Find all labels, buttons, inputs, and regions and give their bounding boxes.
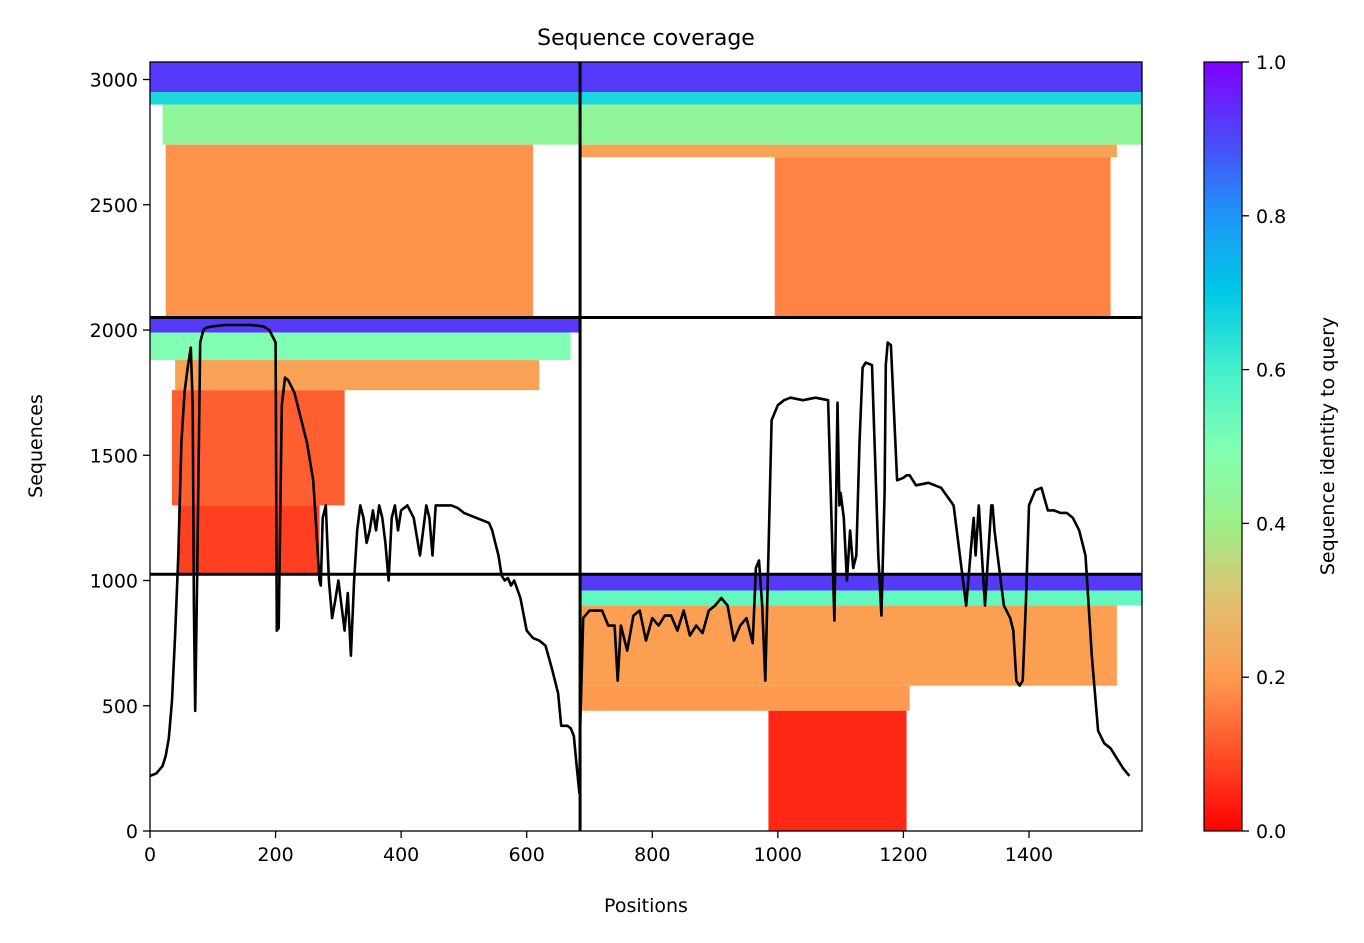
x-tick-label: 1000 (754, 844, 802, 866)
coverage-blocks (150, 62, 1142, 831)
coverage-block-0-layer-2 (162, 104, 581, 145)
y-tick-label: 500 (102, 696, 138, 718)
x-tick-label: 800 (634, 844, 670, 866)
colorbar-label: Sequence identity to query (1317, 317, 1339, 575)
coverage-block-2-layer-4 (178, 505, 320, 575)
y-tick-label: 2000 (90, 320, 138, 342)
coverage-block-1-layer-0 (580, 62, 1142, 93)
x-axis-ticks: 0 200 400 600 800 1000 1200 1400 (144, 831, 1053, 866)
coverage-block-1-layer-2 (580, 104, 1142, 145)
x-tick-label: 1400 (1005, 844, 1053, 866)
coverage-block-1-layer-1 (580, 92, 1142, 105)
x-tick-label: 200 (257, 844, 293, 866)
plot-frame (149, 61, 1143, 832)
colorbar-tick-label: 1.0 (1256, 52, 1286, 74)
x-tick-label: 0 (144, 844, 156, 866)
coverage-block-0-layer-3 (165, 144, 533, 318)
y-tick-label: 3000 (90, 70, 138, 92)
coverage-block-2-layer-0 (150, 317, 581, 333)
coverage-block-0-layer-0 (150, 62, 581, 93)
coverage-block-3-layer-0 (580, 574, 1142, 591)
coverage-block-3-layer-3 (580, 685, 910, 711)
x-tick-label: 600 (509, 844, 545, 866)
coverage-block-3-layer-1 (580, 590, 1142, 606)
y-tick-label: 2500 (90, 195, 138, 217)
colorbar-tick-label: 0.8 (1256, 206, 1286, 228)
coverage-block-2-layer-2 (175, 360, 540, 391)
colorbar-tick-label: 0.0 (1256, 821, 1286, 843)
y-tick-label: 1500 (90, 445, 138, 467)
chart-title: Sequence coverage (537, 26, 755, 51)
y-tick-label: 1000 (90, 571, 138, 593)
colorbar (1203, 61, 1243, 832)
colorbar-tick-label: 0.4 (1256, 513, 1286, 535)
x-tick-label: 1200 (879, 844, 927, 866)
colorbar-ticks: 0.0 0.2 0.4 0.6 0.8 1.0 (1242, 52, 1286, 843)
colorbar-tick-label: 0.2 (1256, 667, 1286, 689)
coverage-line (150, 323, 1131, 795)
coverage-block-1-layer-4 (774, 157, 1111, 318)
coverage-block-1-layer-3 (580, 144, 1117, 158)
colorbar-tick-label: 0.6 (1256, 360, 1286, 382)
y-axis-ticks: 0 500 1000 1500 2000 2500 3000 (90, 70, 150, 843)
coverage-block-2-layer-3 (171, 390, 345, 506)
y-axis-label: Sequences (25, 394, 47, 498)
coverage-block-2-layer-1 (150, 332, 571, 361)
coverage-block-3-layer-2 (580, 605, 1117, 686)
coverage-block-0-layer-1 (150, 92, 581, 105)
coverage-block-3-layer-4 (768, 710, 907, 831)
x-tick-label: 400 (383, 844, 419, 866)
y-tick-label: 0 (126, 821, 138, 843)
x-axis-label: Positions (604, 895, 688, 917)
